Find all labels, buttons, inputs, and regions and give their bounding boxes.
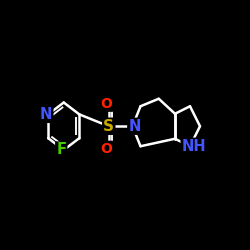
Text: N: N (128, 119, 141, 134)
Text: S: S (103, 119, 114, 134)
Text: NH: NH (182, 139, 206, 154)
Text: O: O (100, 97, 112, 111)
Text: O: O (100, 142, 112, 156)
Text: N: N (40, 107, 52, 122)
Text: F: F (56, 142, 66, 158)
